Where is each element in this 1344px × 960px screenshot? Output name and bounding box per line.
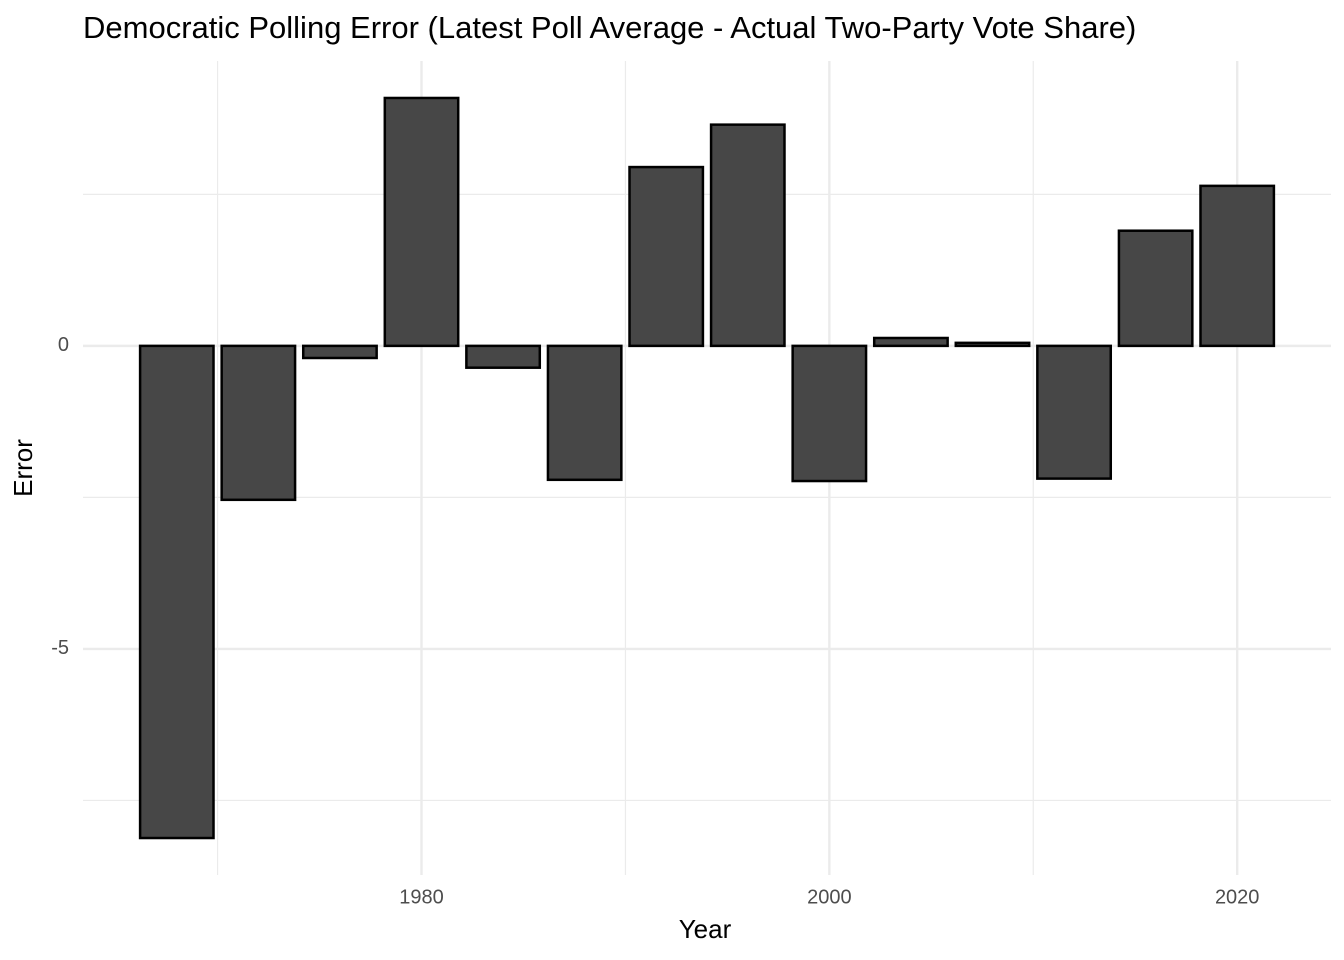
bar: [546, 344, 623, 482]
y-tick-label: 0: [58, 334, 69, 356]
bar: [301, 344, 378, 360]
bar: [1199, 184, 1276, 348]
x-axis-label: Year: [679, 914, 732, 944]
bar: [954, 341, 1031, 348]
bar: [465, 344, 542, 369]
x-tick-label: 1980: [399, 886, 444, 908]
chart-title: Democratic Polling Error (Latest Poll Av…: [83, 10, 1136, 45]
bar: [1036, 344, 1113, 480]
bar: [791, 344, 868, 483]
bar: [872, 336, 949, 348]
y-axis-label: Error: [8, 439, 38, 497]
x-tick-label: 2000: [807, 886, 852, 908]
bar: [383, 96, 460, 348]
bar: [220, 344, 297, 502]
bar: [1117, 229, 1194, 348]
bar: [138, 344, 215, 840]
bar: [628, 165, 705, 348]
x-tick-label: 2020: [1215, 886, 1260, 908]
bar: [709, 123, 786, 348]
y-tick-label: -5: [51, 637, 69, 659]
